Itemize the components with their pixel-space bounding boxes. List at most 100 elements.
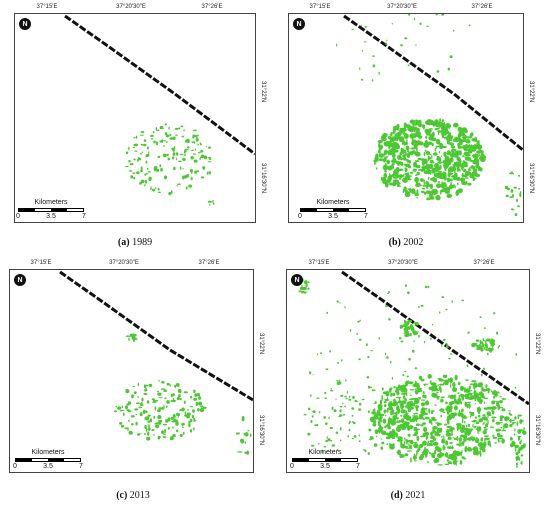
vegetation-patch	[393, 171, 397, 177]
vegetation-patch	[303, 280, 308, 285]
vegetation-patch	[422, 418, 425, 420]
vegetation-patch	[457, 381, 461, 386]
vegetation-patch	[181, 424, 184, 427]
vegetation-patch	[406, 375, 409, 378]
vegetation-patch	[447, 420, 450, 425]
vegetation-patch	[415, 153, 420, 157]
vegetation-patch	[429, 183, 434, 190]
vegetation-patch	[385, 414, 387, 417]
vegetation-patch	[419, 169, 421, 172]
vegetation-patch	[378, 337, 381, 340]
vegetation-patch	[460, 412, 464, 418]
scale-label-0: 0	[298, 213, 302, 220]
vegetation-patch	[489, 426, 494, 429]
vegetation-patch	[441, 296, 445, 299]
vegetation-patch	[468, 385, 471, 390]
vegetation-patch	[433, 122, 437, 125]
vegetation-patch	[378, 427, 383, 430]
vegetation-patch	[158, 409, 161, 413]
vegetation-patch	[471, 420, 476, 423]
vegetation-patch	[194, 141, 196, 144]
vegetation-patch	[468, 24, 471, 27]
vegetation-patch	[432, 441, 439, 446]
vegetation-patch	[423, 390, 425, 395]
vegetation-patch	[501, 429, 507, 432]
vegetation-patch	[402, 154, 406, 158]
vegetation-patch	[128, 337, 130, 342]
vegetation-patch	[115, 405, 118, 408]
vegetation-patch	[429, 159, 434, 164]
vegetation-patch	[385, 133, 388, 136]
vegetation-patch	[407, 409, 411, 413]
vegetation-patch	[407, 380, 410, 383]
vegetation-patch	[486, 346, 488, 349]
vegetation-patch	[399, 157, 403, 161]
vegetation-patch	[189, 418, 193, 423]
vegetation-patch	[392, 179, 399, 183]
vegetation-patch	[407, 425, 411, 431]
vegetation-patch	[363, 41, 367, 43]
vegetation-patch	[487, 419, 489, 425]
vegetation-patch	[433, 459, 438, 463]
vegetation-patch	[409, 325, 414, 328]
vegetation-patch	[161, 430, 165, 434]
vegetation-patch	[189, 169, 193, 173]
vegetation-patch	[420, 445, 423, 447]
vegetation-patch	[411, 152, 413, 156]
vegetation-patch	[422, 394, 427, 398]
top-coord-2: 37°20'30"E	[116, 4, 146, 10]
scale-bar: Kilometers 0 3.5 7	[290, 449, 370, 473]
vegetation-patch	[498, 344, 501, 348]
vegetation-patch	[393, 399, 397, 403]
vegetation-patch	[439, 311, 441, 314]
vegetation-patch	[457, 126, 463, 132]
vegetation-patch	[197, 143, 199, 146]
vegetation-patch	[144, 410, 148, 414]
vegetation-patch	[406, 391, 408, 397]
vegetation-patch	[187, 409, 189, 411]
road-line	[59, 270, 253, 402]
vegetation-patch	[457, 392, 460, 394]
vegetation-patch	[423, 383, 429, 385]
vegetation-patch	[445, 308, 448, 311]
vegetation-patch	[162, 145, 165, 147]
vegetation-patch	[406, 138, 408, 145]
vegetation-patch	[504, 185, 509, 190]
vegetation-patch	[455, 451, 461, 457]
vegetation-patch	[369, 436, 374, 439]
vegetation-patch	[193, 389, 196, 394]
vegetation-patch	[348, 395, 351, 398]
vegetation-patch	[395, 166, 400, 173]
vegetation-patch	[444, 452, 449, 458]
vegetation-patch	[460, 177, 466, 182]
vegetation-patch	[203, 155, 208, 160]
vegetation-patch	[435, 145, 441, 148]
vegetation-patch	[440, 155, 443, 157]
vegetation-patch	[179, 397, 182, 401]
vegetation-patch	[520, 454, 524, 457]
vegetation-patch	[454, 437, 458, 441]
vegetation-patch	[423, 383, 426, 387]
vegetation-patch	[131, 394, 134, 399]
vegetation-patch	[474, 403, 477, 405]
vegetation-patch	[148, 383, 153, 387]
vegetation-patch	[393, 417, 399, 420]
vegetation-patch	[413, 397, 419, 400]
side-coord-2: 31°16'30"N	[528, 163, 534, 194]
vegetation-patch	[478, 418, 484, 423]
vegetation-patch	[406, 150, 410, 153]
vegetation-patch	[144, 183, 146, 187]
vegetation-patch	[397, 127, 400, 131]
vegetation-patch	[445, 343, 448, 345]
vegetation-patch	[128, 159, 131, 163]
vegetation-patch	[465, 177, 469, 179]
vegetation-patch	[401, 444, 405, 449]
vegetation-patch	[479, 400, 483, 405]
vegetation-patch	[244, 432, 249, 437]
vegetation-patch	[489, 443, 492, 447]
vegetation-patch	[372, 64, 376, 68]
vegetation-patch	[435, 195, 440, 199]
vegetation-patch	[448, 357, 451, 360]
vegetation-patch	[202, 406, 207, 409]
vegetation-patch	[483, 397, 489, 400]
